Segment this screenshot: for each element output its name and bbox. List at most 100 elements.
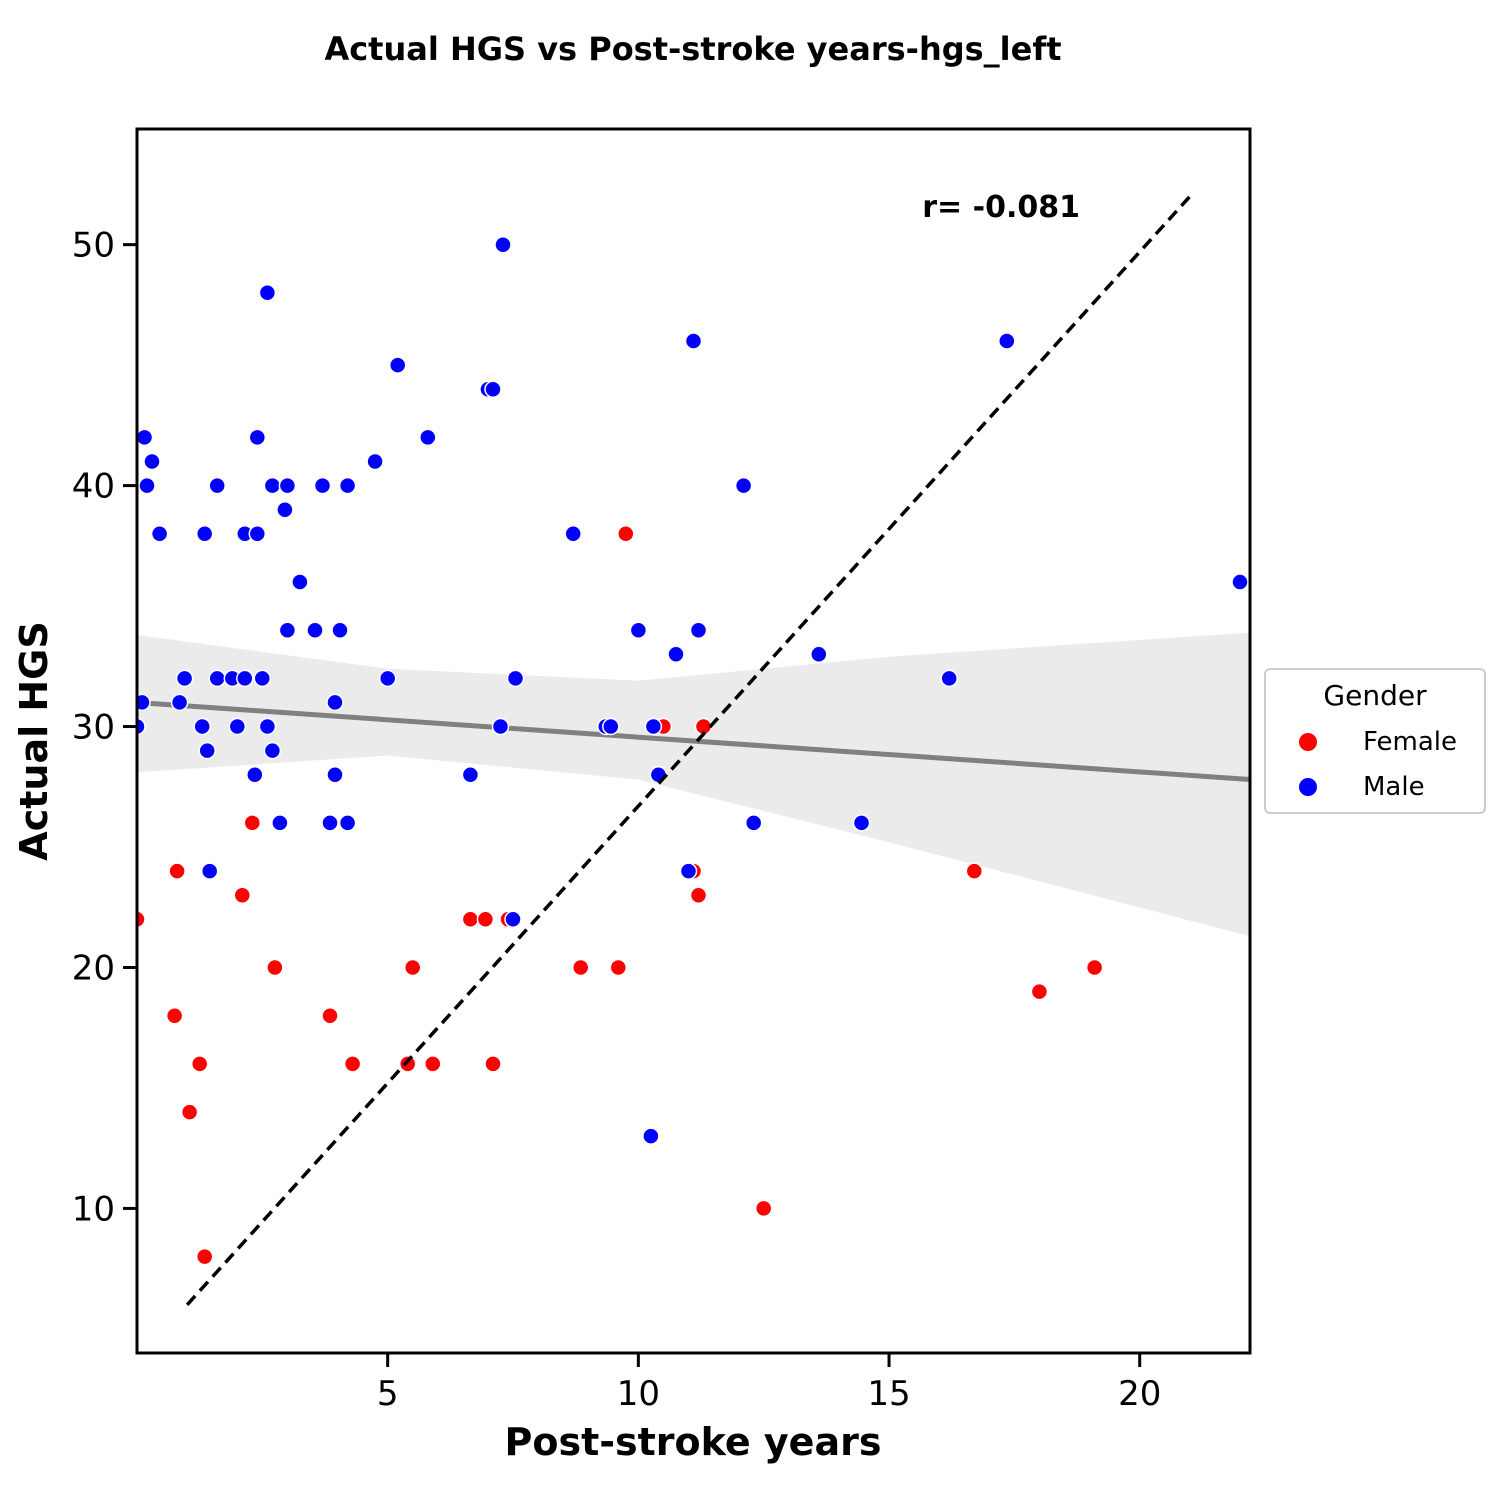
data-point-male [1231,573,1249,591]
data-point-female [1085,958,1104,977]
data-point-male [642,1127,660,1145]
chart-title: Actual HGS vs Post-stroke years-hgs_left [324,30,1061,68]
data-point-male [248,428,267,447]
data-point-female [461,910,480,929]
data-point-male [263,741,282,760]
points-layer [137,235,1249,1266]
x-axis-ticks: 5 10 15 20 [377,1353,1161,1414]
data-point-male [200,862,219,880]
y-tick-label: 40 [72,467,115,507]
data-point-male [810,645,828,664]
data-point-female [754,1199,773,1218]
identity-line-layer [185,195,1192,1306]
data-point-male [684,332,703,350]
data-point-male [494,235,512,254]
data-point-female [571,958,590,977]
data-point-male [667,645,685,664]
data-point-female [484,1055,502,1073]
data-point-male [193,717,211,736]
data-point-female [965,862,984,880]
data-point-female [266,958,284,977]
x-tick-label: 5 [377,1374,399,1414]
y-axis-label: Actual HGS [12,621,56,860]
data-point-male [940,669,958,688]
data-point-male [998,332,1016,350]
data-point-female [180,1103,199,1121]
x-tick-label: 20 [1118,1374,1161,1414]
data-point-male [175,669,194,688]
data-point-male [689,621,708,639]
data-point-male [253,669,272,688]
legend-box [1264,668,1486,814]
data-point-female [233,886,252,904]
data-point-male [313,476,332,495]
y-tick-label: 50 [72,226,115,266]
y-tick-label: 20 [72,948,115,988]
data-point-male [629,621,648,639]
data-point-male [143,452,161,471]
plot-area [137,195,1250,1306]
data-point-male [258,717,277,736]
data-point-male [170,693,189,712]
data-point-female [165,1006,184,1025]
data-point-male [679,862,698,880]
data-point-male [258,284,277,302]
regression-line [137,699,1250,783]
y-tick-label: 10 [72,1189,115,1229]
confidence-band-layer [137,632,1250,937]
data-point-male [602,717,620,736]
data-point-male [137,717,146,736]
data-point-male [506,669,525,688]
data-point-male [734,476,753,495]
data-point-male [208,476,226,495]
x-axis-label: Post-stroke years [505,1420,882,1464]
regression-line-layer [137,699,1250,783]
data-point-female [168,862,186,880]
data-point-male [248,525,267,543]
data-point-female [195,1247,214,1266]
data-point-male [504,910,522,929]
data-point-male [744,814,763,832]
data-point-male [326,693,344,712]
data-point-female [321,1006,339,1025]
plot-frame [135,127,1252,1355]
data-point-female [617,525,635,543]
y-tick-label: 30 [72,708,115,748]
data-point-male [278,476,297,495]
data-point-male [246,765,264,784]
data-point-male [228,717,247,736]
legend-title: Gender [1323,679,1427,712]
data-point-female [609,958,628,977]
y-axis-ticks: 10 20 30 40 50 [72,226,137,1229]
data-point-male [852,814,871,832]
data-point-female [403,958,422,977]
data-point-male [338,476,357,495]
data-point-male [208,669,226,688]
confidence-band [137,632,1250,937]
data-point-female [243,814,262,832]
data-point-male [137,693,151,712]
data-point-male [291,573,309,591]
data-point-male [195,525,214,543]
data-point-female [689,886,708,904]
data-point-male [461,765,480,784]
data-point-female [343,1055,362,1073]
data-point-female [1030,982,1049,1001]
data-point-male [366,452,384,471]
data-point-male [491,717,510,736]
data-point-male [263,476,282,495]
data-point-male [138,476,156,495]
data-point-male [326,765,344,784]
data-point-male [150,525,169,543]
legend-label-female: Female [1363,727,1457,757]
data-point-male [278,621,297,639]
data-point-male [564,525,582,543]
data-point-male [306,621,324,639]
data-point-male [484,380,502,398]
data-point-male [321,814,339,832]
identity-line [185,195,1192,1306]
legend-marker-female [1299,733,1317,751]
data-point-male [388,356,407,374]
data-point-female [398,1055,417,1073]
